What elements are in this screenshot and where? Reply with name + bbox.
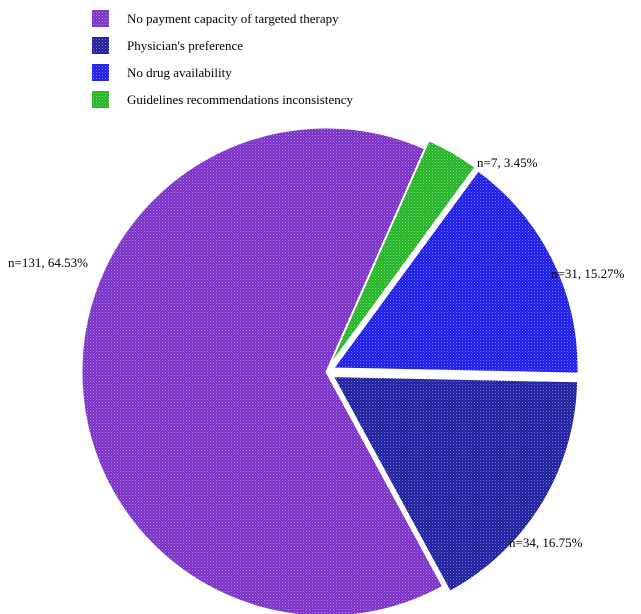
slice-label-guidelines-recommendations-inconsistency: n=7, 3.45% — [477, 155, 538, 170]
pie-slice-guidelines-recommendations-inconsistency — [330, 140, 476, 365]
legend-swatch — [92, 10, 109, 27]
legend-label: No drug availability — [127, 65, 232, 80]
pie-slice-no-payment-capacity-of-targeted-therapy — [81, 127, 444, 614]
legend: No payment capacity of targeted therapy P… — [92, 10, 354, 108]
legend-item-physician-s-preference: Physician's preference — [92, 37, 243, 54]
legend-label: Physician's preference — [127, 38, 243, 53]
slice-label-physician-s-preference: n=34, 16.75% — [509, 535, 583, 550]
pie-slice-physician-s-preference — [332, 376, 579, 592]
legend-item-no-drug-availability: No drug availability — [92, 64, 232, 81]
legend-label: Guidelines recommendations inconsistency — [127, 92, 354, 107]
pie-slice-no-drug-availability — [333, 170, 579, 374]
legend-swatch — [92, 37, 109, 54]
slice-labels: n=131, 64.53% n=7, 3.45% n=31, 15.27% n=34,… — [8, 155, 625, 550]
slice-label-no-drug-availability: n=31, 15.27% — [551, 266, 625, 281]
pie-slices — [81, 127, 579, 614]
legend-swatch — [92, 91, 109, 108]
slice-label-no-payment-capacity-of-targeted-therapy: n=131, 64.53% — [8, 255, 88, 270]
legend-label: No payment capacity of targeted therapy — [127, 11, 339, 26]
legend-swatch — [92, 64, 109, 81]
legend-item-guidelines-recommendations-inconsistency: Guidelines recommendations inconsistency — [92, 91, 354, 108]
legend-item-no-payment-capacity-of-targeted-therapy: No payment capacity of targeted therapy — [92, 10, 339, 27]
